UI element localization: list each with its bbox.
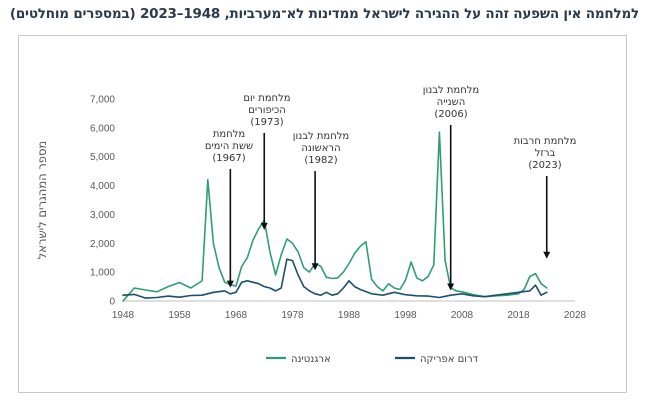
annotation-arrowhead-2006	[447, 283, 455, 291]
annotation-2023-line-0: מלחמת חרבות	[514, 136, 577, 147]
x-tick-label-0: 1948	[112, 310, 135, 321]
x-tick-label-3: 1978	[281, 310, 304, 321]
annotation-arrowhead-1973	[260, 222, 268, 230]
annotation-1982-line-2: (1982)	[304, 155, 337, 166]
y-tick-label-2: 2,000	[90, 239, 115, 250]
annotation-1967-line-1: ששת הימים	[205, 141, 253, 152]
annotation-2023-line-2: (2023)	[528, 160, 561, 171]
legend-label-1: דרום אפריקה	[420, 354, 479, 365]
x-tick-label-1: 1958	[168, 310, 191, 321]
y-tick-label-0: 0	[109, 297, 115, 308]
chart-frame	[18, 35, 627, 393]
x-tick-label-7: 2018	[507, 310, 530, 321]
y-tick-label-7: 7,000	[90, 95, 115, 106]
annotation-arrowhead-1982	[311, 263, 319, 271]
annotation-1967-line-0: מלחמת	[213, 129, 245, 140]
chart-title: למלחמה אין השפעה זהה על ההגירה לישראל ממ…	[9, 6, 639, 22]
x-tick-label-4: 1988	[338, 310, 361, 321]
x-tick-label-6: 2008	[451, 310, 474, 321]
axes: 1948 1958 1968 1978 1988 1998 2008 2018 2028 0 1,0…	[35, 95, 587, 322]
annotation-arrowhead-2023	[543, 251, 551, 259]
x-tick-label-8: 2028	[564, 310, 587, 321]
annotation-1973-line-2: (1973)	[250, 117, 283, 128]
annotation-2006-line-2: (2006)	[434, 109, 467, 120]
legend: ארגנטינה דרום אפריקה	[266, 354, 479, 365]
annotation-1973-line-1: הכיפורים	[248, 105, 286, 116]
series-line-1	[122, 258, 548, 299]
y-tick-label-6: 6,000	[90, 123, 115, 134]
y-axis-label: מספר המהגרים לישראל	[35, 141, 49, 260]
annotation-arrowhead-1967	[226, 280, 234, 288]
y-tick-label-3: 3,000	[90, 210, 115, 221]
y-tick-label-5: 5,000	[90, 152, 115, 163]
annotation-1982-line-1: הראשונה	[301, 143, 340, 154]
legend-label-0: ארגנטינה	[291, 354, 331, 365]
annotation-1982-line-0: מלחמת לבנון	[293, 131, 349, 142]
annotation-1967-line-2: (1967)	[212, 153, 245, 164]
series-line-0	[122, 131, 548, 302]
annotation-2006-line-1: השנייה	[437, 97, 466, 108]
annotation-1973-line-0: מלחמת יום	[243, 93, 290, 104]
annotation-2006-line-0: מלחמת לבנון	[423, 85, 479, 96]
y-tick-label-1: 1,000	[90, 268, 115, 279]
annotation-2023-line-1: ברזל	[535, 148, 556, 159]
series-layer	[122, 131, 548, 302]
x-tick-label-2: 1968	[225, 310, 248, 321]
y-tick-label-4: 4,000	[90, 181, 115, 192]
x-tick-label-5: 1998	[394, 310, 417, 321]
